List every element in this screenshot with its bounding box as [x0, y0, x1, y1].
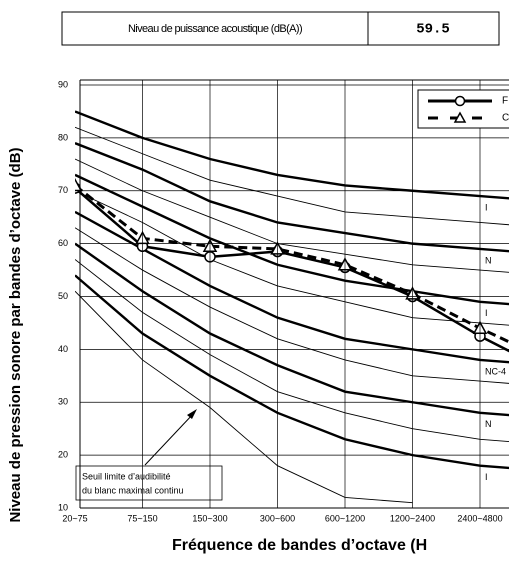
y-tick-label: 10	[58, 502, 68, 512]
annotation-arrow	[144, 412, 195, 466]
nc-curve	[75, 110, 509, 200]
y-tick-label: 70	[58, 185, 68, 195]
nc-curve-label: I	[485, 202, 488, 212]
table-cell: Niveau de puissance acoustique (dB(A))	[128, 23, 302, 35]
nc-curve	[75, 126, 509, 226]
nc-curve	[75, 290, 413, 504]
nc-curve-label: I	[485, 308, 488, 318]
x-tick-label: 2400~4800	[457, 513, 502, 523]
nc-curve-label: N	[485, 419, 492, 429]
annotation-arrowhead	[187, 409, 197, 419]
y-tick-label: 60	[58, 238, 68, 248]
y-tick-label: 80	[58, 132, 68, 142]
x-tick-label: 600~1200	[325, 513, 365, 523]
series-line	[75, 184, 509, 344]
nc-curve	[75, 259, 509, 442]
series-line	[75, 187, 509, 353]
nc-curve	[75, 227, 509, 384]
x-tick-label: 75~150	[127, 513, 157, 523]
y-tick-label: 30	[58, 397, 68, 407]
x-tick-label: 1200~2400	[390, 513, 435, 523]
annotation: Seuil limite d’audibilité	[82, 471, 171, 481]
nc-curve	[75, 158, 509, 273]
plot-area: I N I NC-4 N I	[75, 110, 509, 504]
y-axis-label: Niveau de pression sonore par bandes d’o…	[7, 147, 24, 522]
nc-curve	[75, 142, 509, 253]
y-tick-label: 90	[58, 79, 68, 89]
annotation-box	[75, 465, 223, 501]
table-cell: 59.5	[416, 22, 450, 38]
nc-curve	[75, 274, 509, 470]
nc-curve	[75, 190, 509, 326]
legend-marker	[453, 111, 467, 123]
x-tick-label: 300~600	[260, 513, 295, 523]
nc-curve	[75, 173, 509, 306]
nc-curve-label: I	[485, 472, 488, 482]
table-frame	[61, 11, 500, 46]
legend-label: C	[502, 113, 509, 124]
nc-curve-label: NC-4	[485, 366, 506, 376]
y-tick-label: 20	[58, 450, 68, 460]
nc-curve-label: N	[485, 255, 492, 265]
legend-marker	[454, 95, 466, 107]
y-tick-label: 50	[58, 291, 68, 301]
nc-curve	[75, 210, 509, 364]
legend-label: F	[502, 96, 508, 107]
x-axis-label: Fréquence de bandes d’octave (H	[172, 537, 427, 554]
y-tick-label: 40	[58, 344, 68, 354]
nc-curve	[75, 242, 509, 417]
x-tick-label: 150~300	[192, 513, 227, 523]
x-tick-label: 20~75	[62, 513, 87, 523]
annotation: du blanc maximal continu	[82, 485, 184, 495]
